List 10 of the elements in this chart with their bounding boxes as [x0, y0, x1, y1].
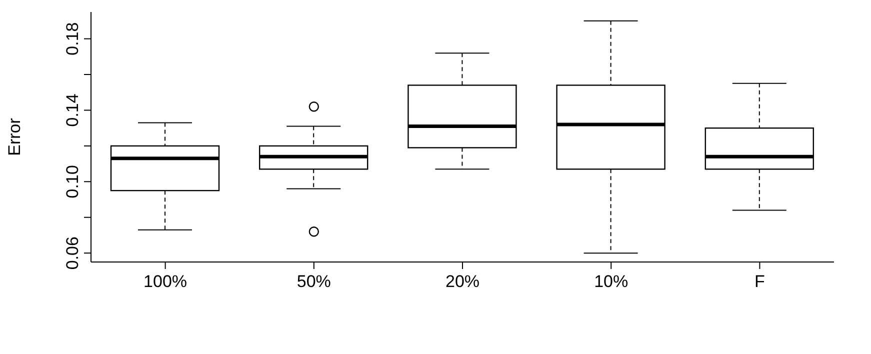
y-tick-label: 0.14: [63, 94, 82, 127]
x-tick-label: 20%: [445, 272, 480, 292]
y-tick-label: 0.10: [63, 165, 82, 198]
x-tick-label: F: [754, 272, 765, 292]
x-tick-label: 100%: [144, 272, 188, 292]
y-tick-label: 0.18: [63, 22, 82, 56]
y-tick-label: 0.06: [63, 236, 82, 270]
y-axis-title: Error: [5, 118, 24, 156]
x-tick-label: 50%: [296, 272, 331, 292]
x-tick-label: 10%: [594, 272, 628, 292]
